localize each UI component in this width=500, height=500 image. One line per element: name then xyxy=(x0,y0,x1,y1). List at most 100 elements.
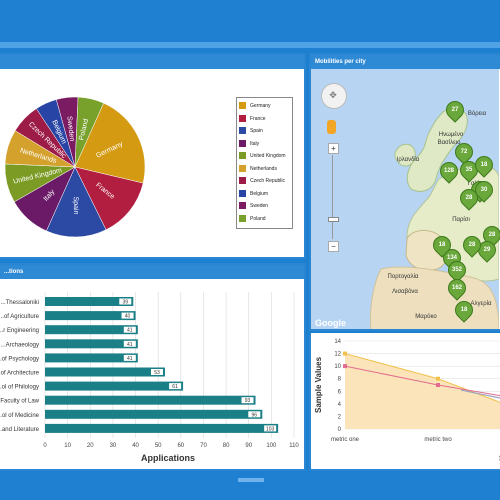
legend-label: Czech Republic xyxy=(250,178,286,184)
category-label: ...of Architecture xyxy=(0,371,40,377)
legend-label: Belgium xyxy=(250,190,269,197)
y-tick-label: 12 xyxy=(334,352,341,358)
bottom-tab-indicator[interactable] xyxy=(238,478,264,482)
y-tick-label: 2 xyxy=(338,414,342,420)
map-marker-count: 28 xyxy=(468,242,476,248)
map-canvas[interactable]: ✥ + − Google Ηνωμένο Βασίλειο Ιρλανδία Πορτ… xyxy=(311,69,500,329)
legend-item: Italy xyxy=(239,139,260,148)
legend-item: Czech Republic xyxy=(239,177,285,185)
x-axis-title: Applications xyxy=(141,453,195,463)
top-bar-divider xyxy=(0,42,500,48)
legend-item: Poland xyxy=(239,214,266,223)
x-tick-label: 50 xyxy=(155,443,162,449)
legend-label: Spain xyxy=(250,128,263,134)
zoom-slider-track[interactable] xyxy=(332,155,333,239)
pie-slice xyxy=(74,96,104,168)
legend-label: United Kingdom xyxy=(250,153,286,159)
x-tick-label: 40 xyxy=(132,443,139,449)
street-view-pegman-icon[interactable] xyxy=(327,120,336,134)
x-tick-label: 10 xyxy=(64,443,71,449)
bar-value-label: 103 xyxy=(266,426,275,432)
data-point xyxy=(436,383,440,387)
line-chart: 0 2 4 6 8 10 12 14 metric one metric two Sample Va… xyxy=(314,339,500,463)
legend-item: Spain xyxy=(239,127,263,135)
category-label: ...and Literature xyxy=(0,427,40,433)
map-marker-count: 18 xyxy=(480,162,488,168)
map-marker-count: 72 xyxy=(460,149,468,155)
legend-item: France xyxy=(239,114,266,123)
legend-swatch xyxy=(239,214,246,222)
zoom-out-button[interactable]: − xyxy=(328,241,339,252)
legend-item: Netherlands xyxy=(239,164,277,173)
data-point xyxy=(436,376,440,381)
bar-value-label: 41 xyxy=(127,356,133,362)
bar-value-label: 96 xyxy=(252,412,258,418)
legend-item: United Kingdom xyxy=(239,152,286,160)
category-label: ...of Psychology xyxy=(0,356,39,362)
category-label: ...ol of Philology xyxy=(0,385,39,391)
bar-value-box xyxy=(123,340,136,347)
legend-swatch xyxy=(239,127,246,135)
map-place-label: Βόρεια xyxy=(467,111,487,117)
category-label: ...Thessaloniki xyxy=(1,300,39,306)
sample-values-panel: 0 2 4 6 8 10 12 14 metric one metric two Sample Va… xyxy=(309,333,500,471)
legend-label: France xyxy=(250,115,266,122)
x-tick-label: 30 xyxy=(110,443,117,449)
category-label: ...r Engineering xyxy=(0,328,39,334)
bar-value-box xyxy=(241,397,254,404)
map-pan-control[interactable] xyxy=(321,83,347,109)
map-place-label: Παρίσι xyxy=(452,217,470,223)
map-place-label: Ιρλανδία xyxy=(396,157,420,163)
bar-value-box xyxy=(123,326,136,333)
map-place-label: Ηνωμένο xyxy=(438,132,464,138)
legend-swatch xyxy=(239,177,246,185)
map-marker-count: 128 xyxy=(443,168,454,174)
bar-value-box xyxy=(150,369,163,375)
category-label: ...ol of Medicine xyxy=(0,413,40,419)
bar xyxy=(45,367,165,377)
map-place-label: Πορτογαλία xyxy=(387,274,419,280)
legend-label: Netherlands xyxy=(250,165,277,172)
legend-swatch xyxy=(239,114,246,122)
legend-swatch xyxy=(239,164,246,172)
pie-slice-label: Spain xyxy=(72,196,79,214)
pie-slice xyxy=(46,166,107,238)
bar-value-box xyxy=(123,354,136,361)
y-tick-label: 0 xyxy=(338,427,342,433)
map-panel-title: Mobilities per city xyxy=(311,55,500,69)
map-marker-count: 18 xyxy=(460,307,468,313)
map-place-label: Αλγερία xyxy=(470,301,492,307)
legend-label: Italy xyxy=(250,140,260,147)
map-panel[interactable]: Mobilities per city ✥ + − Google Ηνωμένο… xyxy=(309,53,500,331)
x-tick-label: 80 xyxy=(223,443,230,449)
bar-value-label: 93 xyxy=(245,398,251,404)
bar xyxy=(45,395,256,405)
bar xyxy=(45,311,136,321)
zoom-slider-thumb[interactable] xyxy=(328,217,339,222)
x-tick-label: 100 xyxy=(266,443,277,449)
bar-value-label: 61 xyxy=(172,384,178,390)
bar xyxy=(45,339,138,349)
bar-value-box xyxy=(264,425,277,432)
bottom-bar xyxy=(0,472,500,500)
pie-panel-header xyxy=(0,55,304,69)
bar-value-box xyxy=(248,411,261,418)
x-tick-label: 60 xyxy=(177,443,184,449)
bar-value-label: 39 xyxy=(123,300,129,306)
bar xyxy=(45,381,184,391)
bar-value-box xyxy=(119,298,132,305)
pie-slice-label: Poland xyxy=(78,118,90,141)
y-tick-label: 4 xyxy=(338,402,342,408)
map-marker-count: 30 xyxy=(480,187,488,193)
legend-label: Sweden xyxy=(250,203,269,209)
applications-bar-panel: ...tions 0 10 20 30 40 50 60 70 80 90 100 110 39 ...T… xyxy=(0,263,306,471)
x-tick-label: metric one xyxy=(331,437,360,443)
zoom-in-button[interactable]: + xyxy=(328,143,339,154)
bar xyxy=(45,409,263,419)
pie-slice xyxy=(74,102,146,184)
pie-legend: Germany France Spain Italy United Kingdom Net… xyxy=(236,97,293,229)
bar-value-box xyxy=(121,312,134,319)
pie-slice xyxy=(74,166,144,231)
bar-value-label: 41 xyxy=(127,342,133,348)
legend-swatch xyxy=(239,189,246,197)
